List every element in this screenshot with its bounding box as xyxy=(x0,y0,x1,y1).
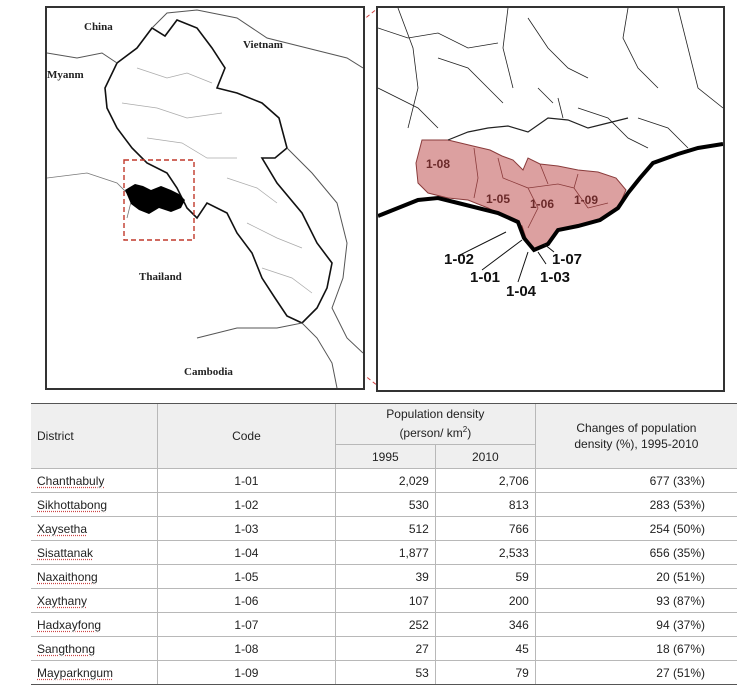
cell-code: 1-08 xyxy=(157,636,336,661)
cell-district: Sisattanak xyxy=(31,540,158,565)
cell-density-2010: 59 xyxy=(434,564,536,589)
header-change: Changes of population density (%), 1995-… xyxy=(534,403,737,469)
cell-density-2010: 766 xyxy=(434,516,536,541)
code-label-1-04: 1-04 xyxy=(506,283,537,300)
header-density-close: ) xyxy=(467,426,472,440)
code-label-1-05: 1-05 xyxy=(486,192,510,206)
cell-change: 677 (33%) xyxy=(534,468,737,493)
table-row: Sikhottabong 1-02 530 813 283 (53%) xyxy=(31,492,737,517)
cambodia-border xyxy=(196,322,338,388)
cell-change: 254 (50%) xyxy=(534,516,737,541)
cell-density-2010: 200 xyxy=(434,588,536,613)
cell-density-2010: 45 xyxy=(434,636,536,661)
cell-code: 1-05 xyxy=(157,564,336,589)
header-density-sup: 2 xyxy=(462,425,468,434)
cell-code: 1-01 xyxy=(157,468,336,493)
china-border xyxy=(47,52,118,64)
cell-district: Chanthabuly xyxy=(31,468,158,493)
cell-density-1995: 53 xyxy=(334,660,436,685)
cell-district: Xaysetha xyxy=(31,516,158,541)
cell-code: 1-09 xyxy=(157,660,336,685)
label-vietnam: Vietnam xyxy=(243,39,283,51)
cell-code: 1-07 xyxy=(157,612,336,637)
cell-change: 27 (51%) xyxy=(534,660,737,685)
cell-change: 18 (67%) xyxy=(534,636,737,661)
cell-district: Hadxayfong xyxy=(31,612,158,637)
cell-density-1995: 2,029 xyxy=(334,468,436,493)
label-cambodia: Cambodia xyxy=(184,366,233,378)
code-label-1-06: 1-06 xyxy=(530,197,554,211)
label-thailand: Thailand xyxy=(139,271,182,283)
table-row: Sisattanak 1-04 1,877 2,533 656 (35%) xyxy=(31,540,737,565)
code-label-1-02: 1-02 xyxy=(444,251,474,268)
coast-line xyxy=(286,147,363,354)
code-label-1-08: 1-08 xyxy=(426,157,450,171)
extent-box xyxy=(123,159,195,241)
header-density-line1: Population density xyxy=(386,407,485,421)
laos-outline xyxy=(104,19,333,324)
cell-density-1995: 27 xyxy=(334,636,436,661)
header-code: Code xyxy=(157,403,336,469)
cell-change: 93 (87%) xyxy=(534,588,737,613)
leader-lines xyxy=(457,231,555,283)
header-year-2010: 2010 xyxy=(434,444,536,469)
label-china: China xyxy=(84,21,113,33)
cell-density-1995: 512 xyxy=(334,516,436,541)
header-change-line2: density (%), 1995-2010 xyxy=(574,437,699,451)
table-row: Sangthong 1-08 27 45 18 (67%) xyxy=(31,636,737,661)
mekong-border xyxy=(378,142,723,253)
table-row: Hadxayfong 1-07 252 346 94 (37%) xyxy=(31,612,737,637)
cell-density-1995: 107 xyxy=(334,588,436,613)
table-row: Naxaithong 1-05 39 59 20 (51%) xyxy=(31,564,737,589)
cell-change: 656 (35%) xyxy=(534,540,737,565)
province-lines xyxy=(121,67,313,294)
cell-change: 283 (53%) xyxy=(534,492,737,517)
cell-code: 1-02 xyxy=(157,492,336,517)
cell-density-2010: 813 xyxy=(434,492,536,517)
zoomed-map: 1-08 1-05 1-06 1-09 1-02 1-01 1-04 1-03 … xyxy=(376,6,725,392)
overview-map: China Vietnam Myanm Thailand Cambodia xyxy=(45,6,365,390)
header-change-line1: Changes of population xyxy=(576,421,697,435)
thai-border xyxy=(47,172,133,219)
code-label-1-03: 1-03 xyxy=(540,269,570,286)
population-density-table: District Code Population density (person… xyxy=(31,403,737,685)
cell-density-1995: 39 xyxy=(334,564,436,589)
cell-code: 1-06 xyxy=(157,588,336,613)
table-row: Xaysetha 1-03 512 766 254 (50%) xyxy=(31,516,737,541)
cell-district: Mayparkngum xyxy=(31,660,158,685)
header-population-density: Population density (person/ km2) xyxy=(334,403,536,445)
cell-district: Sikhottabong xyxy=(31,492,158,517)
table-row: Xaythany 1-06 107 200 93 (87%) xyxy=(31,588,737,613)
code-label-1-09: 1-09 xyxy=(574,193,598,207)
code-label-1-07: 1-07 xyxy=(552,251,582,268)
table-row: Chanthabuly 1-01 2,029 2,706 677 (33%) xyxy=(31,468,737,493)
cell-change: 94 (37%) xyxy=(534,612,737,637)
cell-density-2010: 2,706 xyxy=(434,468,536,493)
cell-code: 1-03 xyxy=(157,516,336,541)
table-row: Mayparkngum 1-09 53 79 27 (51%) xyxy=(31,660,737,685)
study-area-blob xyxy=(125,184,185,214)
cell-density-1995: 530 xyxy=(334,492,436,517)
header-density-line2: (person/ km xyxy=(399,426,463,440)
label-myanmar: Myanm xyxy=(47,69,84,81)
district-boundaries xyxy=(473,147,609,229)
cell-density-2010: 2,533 xyxy=(434,540,536,565)
cell-code: 1-04 xyxy=(157,540,336,565)
cell-district: Naxaithong xyxy=(31,564,158,589)
cell-district: Xaythany xyxy=(31,588,158,613)
background-district-lines xyxy=(378,8,723,149)
cell-district: Sangthong xyxy=(31,636,158,661)
header-year-1995: 1995 xyxy=(334,444,436,469)
header-district: District xyxy=(31,403,158,469)
cell-density-1995: 252 xyxy=(334,612,436,637)
cell-density-2010: 79 xyxy=(434,660,536,685)
cell-change: 20 (51%) xyxy=(534,564,737,589)
cell-density-2010: 346 xyxy=(434,612,536,637)
code-label-1-01: 1-01 xyxy=(470,269,500,286)
cell-density-1995: 1,877 xyxy=(334,540,436,565)
northern-border xyxy=(447,117,629,141)
vietnam-border xyxy=(151,9,363,69)
